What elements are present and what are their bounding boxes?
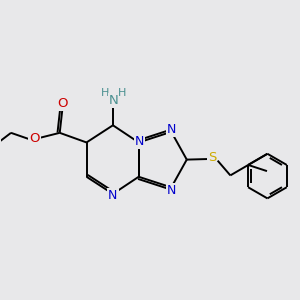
Text: O: O bbox=[29, 132, 40, 145]
Text: S: S bbox=[208, 152, 216, 164]
Text: N: N bbox=[108, 189, 118, 202]
Text: N: N bbox=[167, 184, 176, 196]
Text: N: N bbox=[167, 123, 176, 136]
Text: H: H bbox=[118, 88, 126, 98]
Text: N: N bbox=[109, 94, 118, 107]
Text: H: H bbox=[101, 88, 110, 98]
Text: O: O bbox=[57, 97, 68, 110]
Text: N: N bbox=[135, 135, 144, 148]
